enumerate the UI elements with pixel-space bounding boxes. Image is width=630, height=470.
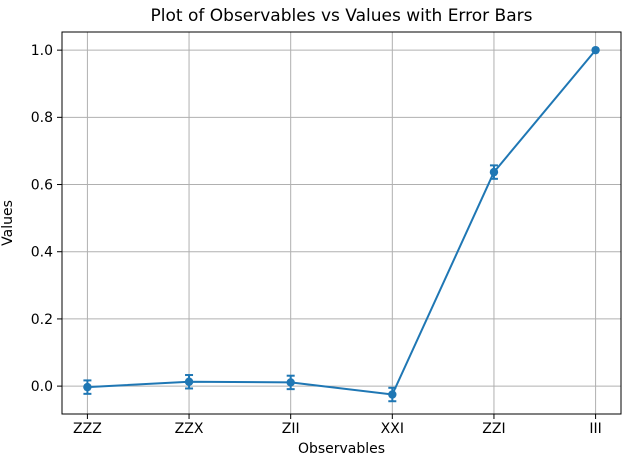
line-series [87, 49, 597, 396]
x-tick-label: ZZI [482, 421, 505, 437]
data-point-marker [83, 382, 92, 392]
y-tick-label: 1.0 [31, 43, 53, 59]
x-tick-label: XXI [381, 421, 404, 437]
x-tick-label: III [589, 421, 601, 437]
data-point-marker [286, 378, 295, 387]
x-tick-label: ZZZ [73, 421, 102, 437]
y-tick-label: 0.0 [31, 379, 53, 395]
data-point-marker [591, 45, 600, 55]
data-point-marker [388, 390, 397, 399]
data-point-marker [489, 167, 499, 177]
data-point-marker [184, 377, 194, 386]
y-axis-label: Values [0, 200, 16, 246]
x-tick-label: ZZX [175, 421, 204, 437]
y-tick-label: 0.4 [31, 245, 53, 261]
x-axis-label: Observables [297, 441, 386, 457]
y-tick-label: 0.8 [31, 110, 53, 126]
y-tick-label: 0.6 [31, 177, 53, 193]
plot-border [61, 31, 622, 415]
chart-title: Plot of Observables vs Values with Error… [150, 6, 533, 26]
y-tick-label: 0.2 [31, 312, 53, 328]
x-tick-label: ZII [282, 421, 300, 437]
